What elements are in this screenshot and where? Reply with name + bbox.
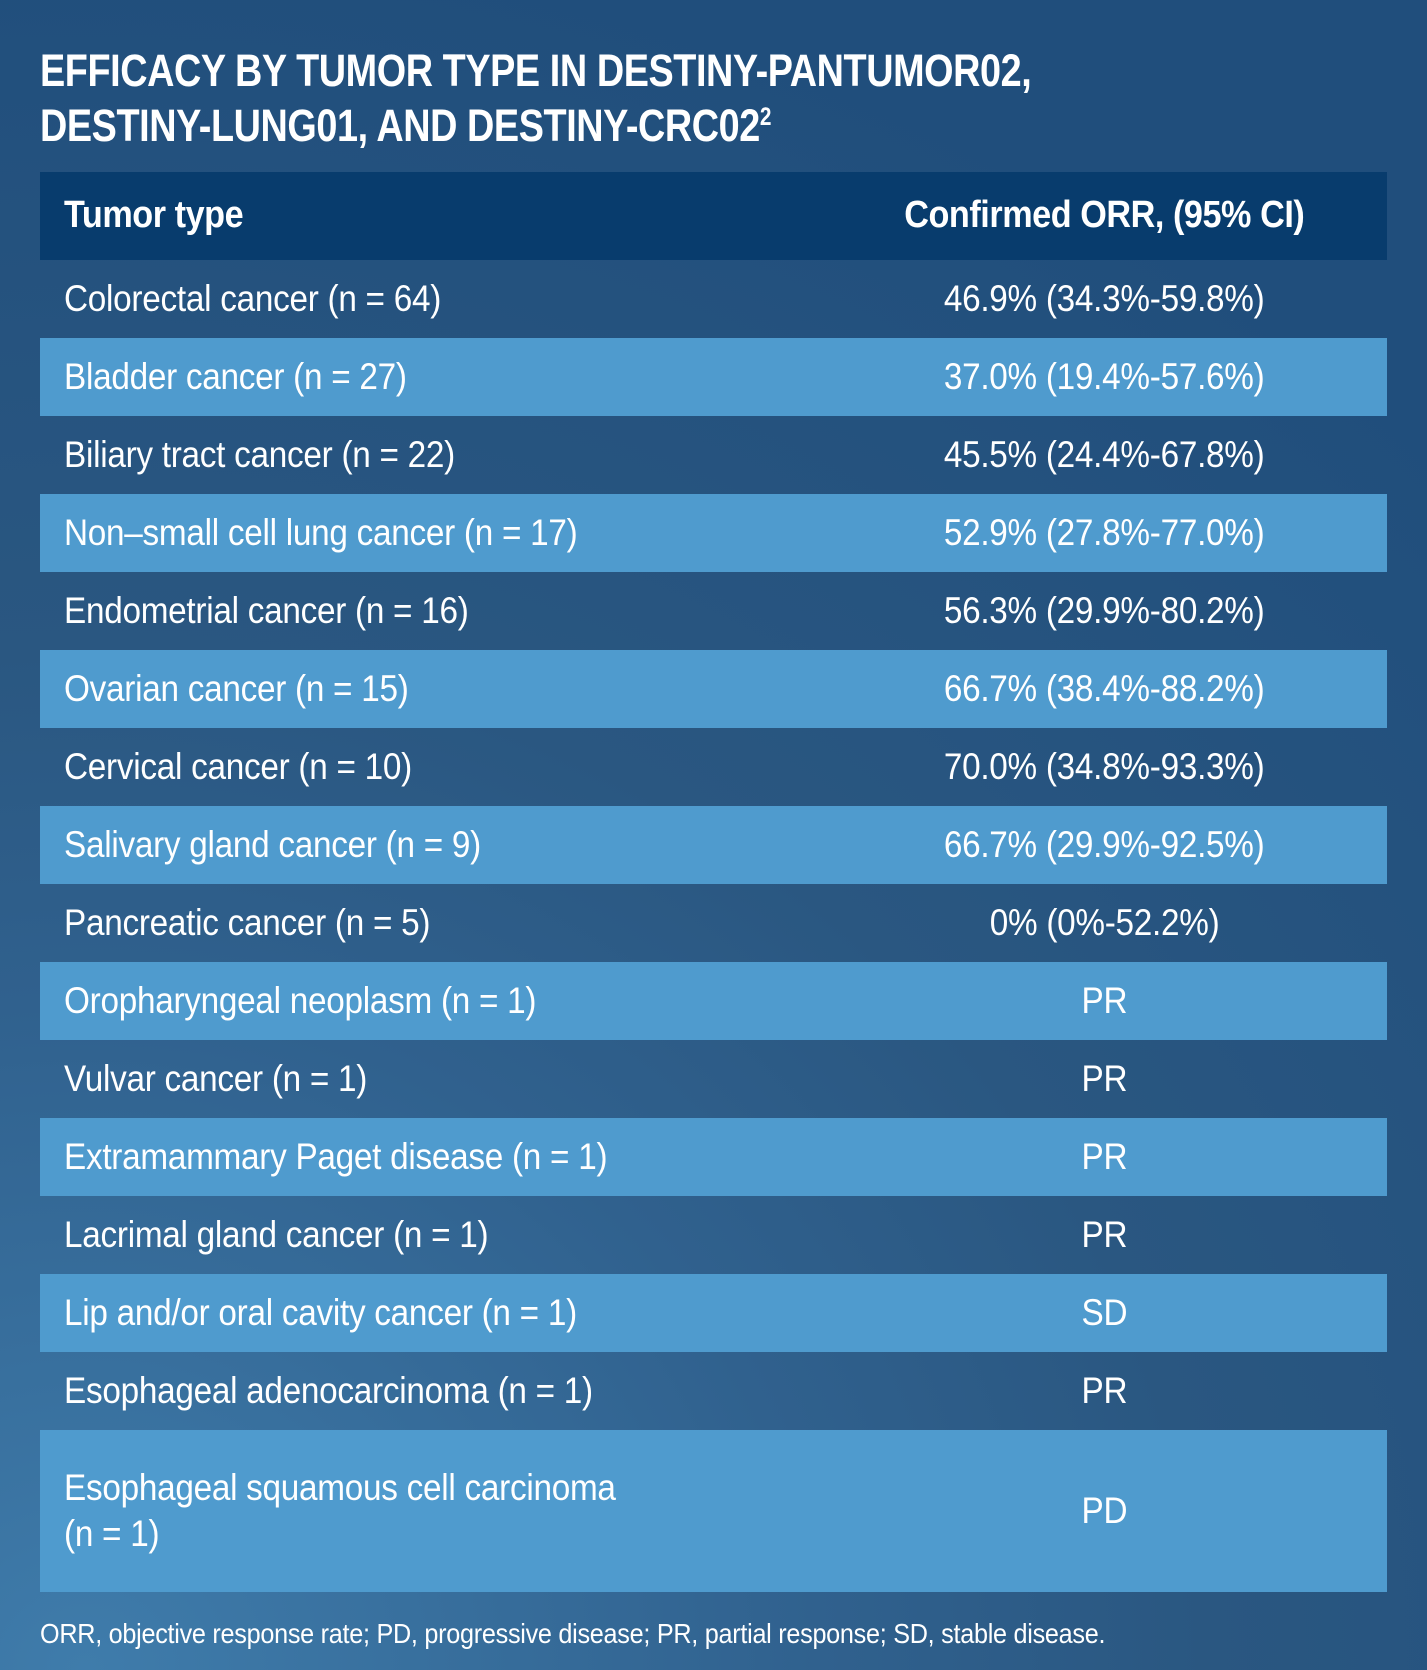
abbreviations-footnote: ORR, objective response rate; PD, progre… [40, 1618, 1387, 1650]
page-title: EFFICACY BY TUMOR TYPE IN DESTINY-PANTUM… [40, 0, 1387, 154]
table-row-nsclc: Non–small cell lung cancer (n = 17) 52.9… [40, 493, 1387, 572]
table-row-lip-oral-cavity: Lip and/or oral cavity cancer (n = 1) SD [40, 1273, 1387, 1352]
table-row-bladder: Bladder cancer (n = 27) 37.0% (19.4%-57.… [40, 337, 1387, 416]
tumor-type-cell: Vulvar cancer (n = 1) [40, 1056, 821, 1102]
table-row-ovarian: Ovarian cancer (n = 15) 66.7% (38.4%-88.… [40, 649, 1387, 728]
orr-value: PR [1081, 1057, 1127, 1099]
efficacy-table: Tumor type Confirmed ORR, (95% CI) Color… [40, 171, 1387, 1592]
tumor-type-cell: Bladder cancer (n = 27) [40, 354, 821, 400]
tumor-type-cell: Lacrimal gland cancer (n = 1) [40, 1212, 821, 1258]
orr-cell: SD [821, 1292, 1387, 1334]
orr-cell: PR [821, 980, 1387, 1022]
tumor-type-cell: Salivary gland cancer (n = 9) [40, 822, 821, 868]
tumor-type-label: Salivary gland cancer (n = 9) [64, 823, 481, 865]
orr-value: SD [1081, 1291, 1127, 1333]
table-row-esophageal-squamous: Esophageal squamous cell carcinoma (n = … [40, 1429, 1387, 1592]
orr-value: 45.5% (24.4%-67.8%) [943, 433, 1265, 475]
title-line-2-text: DESTINY-LUNG01, AND DESTINY-CRC02 [40, 99, 760, 151]
orr-cell: 45.5% (24.4%-67.8%) [821, 434, 1387, 476]
tumor-type-cell: Esophageal adenocarcinoma (n = 1) [40, 1368, 821, 1414]
orr-value: 0% (0%-52.2%) [989, 901, 1219, 943]
orr-cell: 70.0% (34.8%-93.3%) [821, 746, 1387, 788]
orr-cell: 37.0% (19.4%-57.6%) [821, 356, 1387, 398]
tumor-type-label: Bladder cancer (n = 27) [64, 355, 407, 397]
tumor-type-label: Ovarian cancer (n = 15) [64, 667, 409, 709]
orr-cell: 0% (0%-52.2%) [821, 902, 1387, 944]
orr-cell: 46.9% (34.3%-59.8%) [821, 278, 1387, 320]
orr-cell: 52.9% (27.8%-77.0%) [821, 512, 1387, 554]
table-row-endometrial: Endometrial cancer (n = 16) 56.3% (29.9%… [40, 572, 1387, 650]
orr-value: 70.0% (34.8%-93.3%) [943, 745, 1265, 787]
table-row-salivary-gland: Salivary gland cancer (n = 9) 66.7% (29.… [40, 805, 1387, 884]
table-row-biliary-tract: Biliary tract cancer (n = 22) 45.5% (24.… [40, 416, 1387, 494]
tumor-type-label: Vulvar cancer (n = 1) [64, 1057, 368, 1099]
tumor-type-cell: Non–small cell lung cancer (n = 17) [40, 510, 821, 556]
orr-value: PR [1081, 1135, 1127, 1177]
tumor-type-label: Colorectal cancer (n = 64) [64, 277, 442, 319]
tumor-type-cell: Biliary tract cancer (n = 22) [40, 432, 821, 478]
orr-cell: PR [821, 1058, 1387, 1100]
tumor-type-cell: Cervical cancer (n = 10) [40, 744, 821, 790]
orr-value: PR [1081, 979, 1127, 1021]
tumor-type-cell: Colorectal cancer (n = 64) [40, 276, 821, 322]
header-cell-orr: Confirmed ORR, (95% CI) [821, 194, 1387, 237]
table-row-cervical: Cervical cancer (n = 10) 70.0% (34.8%-93… [40, 728, 1387, 806]
header-label-orr: Confirmed ORR, (95% CI) [904, 194, 1305, 237]
tumor-type-label: Esophageal squamous cell carcinoma (n = … [64, 1466, 616, 1554]
abbreviations-footnote-text: ORR, objective response rate; PD, progre… [40, 1617, 1106, 1649]
tumor-type-label: Extramammary Paget disease (n = 1) [64, 1135, 608, 1177]
orr-value: 56.3% (29.9%-80.2%) [943, 589, 1265, 631]
tumor-type-label: Lip and/or oral cavity cancer (n = 1) [64, 1291, 577, 1333]
table-row-pancreatic: Pancreatic cancer (n = 5) 0% (0%-52.2%) [40, 884, 1387, 962]
orr-value: PD [1081, 1489, 1127, 1531]
orr-value: 66.7% (38.4%-88.2%) [943, 667, 1265, 709]
orr-cell: 56.3% (29.9%-80.2%) [821, 590, 1387, 632]
tumor-type-label: Pancreatic cancer (n = 5) [64, 901, 431, 943]
table-header-row: Tumor type Confirmed ORR, (95% CI) [40, 171, 1387, 260]
orr-cell: PD [821, 1490, 1387, 1532]
orr-cell: PR [821, 1136, 1387, 1178]
title-line-1: EFFICACY BY TUMOR TYPE IN DESTINY-PANTUM… [40, 45, 1032, 96]
table-row-esophageal-adenocarcinoma: Esophageal adenocarcinoma (n = 1) PR [40, 1352, 1387, 1430]
orr-value: PR [1081, 1213, 1127, 1255]
orr-cell: PR [821, 1214, 1387, 1256]
tumor-type-cell: Esophageal squamous cell carcinoma (n = … [40, 1465, 821, 1558]
tumor-type-label: Oropharyngeal neoplasm (n = 1) [64, 979, 537, 1021]
orr-value: 52.9% (27.8%-77.0%) [943, 511, 1265, 553]
tumor-type-cell: Extramammary Paget disease (n = 1) [40, 1134, 821, 1180]
table-row-oropharyngeal: Oropharyngeal neoplasm (n = 1) PR [40, 961, 1387, 1040]
tumor-type-label: Esophageal adenocarcinoma (n = 1) [64, 1369, 593, 1411]
header-label-tumor-type: Tumor type [64, 194, 244, 237]
orr-cell: 66.7% (38.4%-88.2%) [821, 668, 1387, 710]
table-row-vulvar: Vulvar cancer (n = 1) PR [40, 1040, 1387, 1118]
orr-value: 37.0% (19.4%-57.6%) [943, 355, 1265, 397]
tumor-type-cell: Lip and/or oral cavity cancer (n = 1) [40, 1290, 821, 1336]
orr-value: 66.7% (29.9%-92.5%) [943, 823, 1265, 865]
table-row-extramammary-paget: Extramammary Paget disease (n = 1) PR [40, 1117, 1387, 1196]
header-cell-tumor-type: Tumor type [40, 192, 821, 240]
orr-value: 46.9% (34.3%-59.8%) [943, 277, 1265, 319]
tumor-type-label: Cervical cancer (n = 10) [64, 745, 412, 787]
orr-cell: 66.7% (29.9%-92.5%) [821, 824, 1387, 866]
tumor-type-label: Endometrial cancer (n = 16) [64, 589, 469, 631]
orr-cell: PR [821, 1370, 1387, 1412]
title-line-2: DESTINY-LUNG01, AND DESTINY-CRC022 [40, 99, 1171, 154]
table-row-lacrimal-gland: Lacrimal gland cancer (n = 1) PR [40, 1196, 1387, 1274]
tumor-type-label: Biliary tract cancer (n = 22) [64, 433, 455, 475]
tumor-type-cell: Endometrial cancer (n = 16) [40, 588, 821, 634]
table-row-colorectal: Colorectal cancer (n = 64) 46.9% (34.3%-… [40, 260, 1387, 338]
tumor-type-label: Non–small cell lung cancer (n = 17) [64, 511, 578, 553]
tumor-type-cell: Pancreatic cancer (n = 5) [40, 900, 821, 946]
orr-value: PR [1081, 1369, 1127, 1411]
tumor-type-label: Lacrimal gland cancer (n = 1) [64, 1213, 489, 1255]
tumor-type-cell: Oropharyngeal neoplasm (n = 1) [40, 978, 821, 1024]
title-reference-superscript: 2 [759, 103, 772, 131]
tumor-type-cell: Ovarian cancer (n = 15) [40, 666, 821, 712]
